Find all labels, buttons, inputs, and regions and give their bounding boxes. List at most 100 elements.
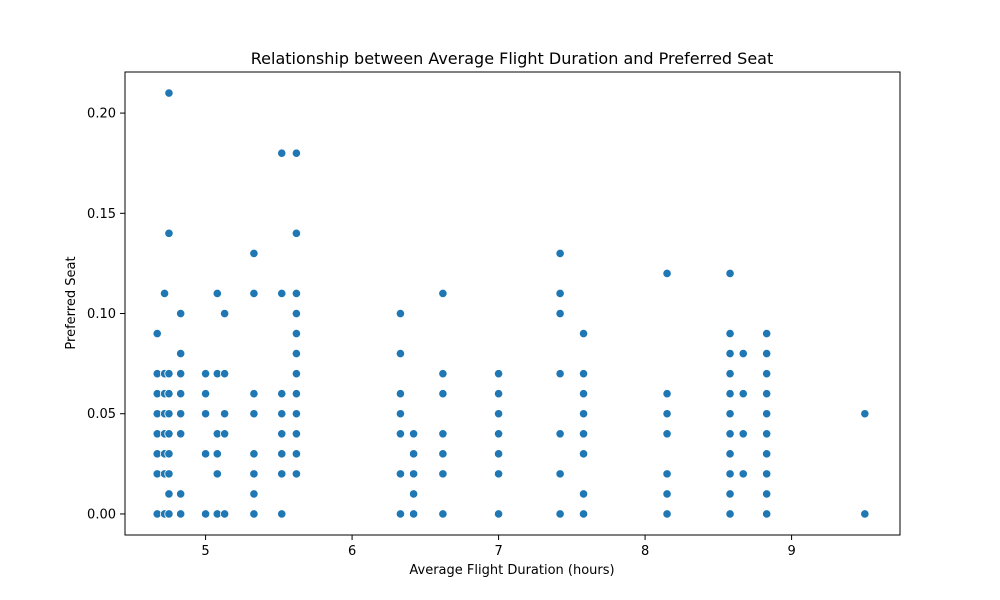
data-point	[860, 409, 870, 419]
data-point	[277, 509, 287, 519]
x-tick-label: 6	[348, 544, 356, 559]
data-point	[662, 489, 672, 499]
data-point	[555, 369, 565, 379]
data-point	[395, 509, 406, 519]
data-point	[438, 389, 448, 399]
data-point	[438, 449, 448, 459]
data-point	[725, 328, 735, 339]
data-point	[249, 248, 259, 258]
data-point	[277, 469, 287, 479]
plot-area-frame	[124, 71, 901, 536]
data-point	[578, 369, 589, 379]
data-point	[725, 509, 735, 519]
data-point	[291, 449, 302, 459]
data-point	[662, 268, 672, 279]
data-point	[249, 489, 259, 499]
data-point	[164, 489, 174, 499]
data-point	[578, 489, 589, 499]
data-point	[291, 349, 302, 359]
data-point	[176, 489, 186, 499]
data-point	[493, 369, 504, 379]
data-point	[738, 429, 748, 439]
data-point	[493, 389, 504, 399]
data-point	[291, 288, 302, 299]
data-point	[249, 469, 259, 479]
data-point	[762, 489, 772, 499]
data-point	[249, 509, 259, 519]
data-point	[291, 429, 302, 439]
data-point	[409, 489, 419, 499]
data-point	[277, 409, 287, 419]
data-point	[762, 469, 772, 479]
data-point	[438, 288, 448, 299]
data-point	[164, 369, 174, 379]
data-point	[493, 449, 504, 459]
data-point	[164, 389, 174, 399]
data-point	[762, 449, 772, 459]
data-point	[200, 449, 211, 459]
data-point	[291, 308, 302, 319]
data-point	[164, 509, 174, 519]
data-point	[291, 228, 302, 238]
data-point	[762, 349, 772, 359]
y-tick-label: 0.00	[87, 507, 116, 522]
data-point	[725, 389, 735, 399]
x-tick-label: 9	[787, 544, 795, 559]
data-point	[409, 509, 419, 519]
data-point	[164, 449, 174, 459]
data-point	[438, 469, 448, 479]
data-point	[176, 429, 186, 439]
data-point	[291, 369, 302, 379]
x-tick-label: 5	[201, 544, 209, 559]
data-point	[395, 429, 406, 439]
data-point	[762, 409, 772, 419]
data-point	[438, 369, 448, 379]
data-point	[409, 429, 419, 439]
data-point	[200, 409, 211, 419]
data-point	[738, 349, 748, 359]
data-point	[291, 469, 302, 479]
data-point	[725, 489, 735, 499]
data-point	[555, 429, 565, 439]
data-point	[409, 449, 419, 459]
data-point	[555, 248, 565, 258]
data-point	[176, 369, 186, 379]
data-point	[555, 308, 565, 319]
data-point	[725, 429, 735, 439]
data-point	[395, 349, 406, 359]
y-tick-label: 0.20	[87, 107, 116, 122]
data-point	[212, 449, 222, 459]
data-point	[738, 389, 748, 399]
data-point	[725, 449, 735, 459]
x-tick-label: 8	[641, 544, 649, 559]
data-point	[762, 509, 772, 519]
data-point	[578, 389, 589, 399]
data-point	[200, 509, 211, 519]
data-point	[249, 409, 259, 419]
data-point	[762, 369, 772, 379]
data-point	[220, 429, 230, 439]
y-tick-label: 0.05	[87, 407, 116, 422]
data-point	[220, 308, 230, 319]
data-point	[395, 469, 406, 479]
data-point	[164, 88, 174, 98]
data-point	[555, 469, 565, 479]
data-point	[277, 449, 287, 459]
data-point	[438, 429, 448, 439]
data-point	[762, 429, 772, 439]
y-axis: 0.00 0.05 0.10 0.15 0.20	[87, 107, 125, 522]
y-tick-label: 0.15	[87, 207, 116, 222]
data-point	[176, 509, 186, 519]
data-point	[200, 369, 211, 379]
data-point	[291, 328, 302, 339]
data-point	[725, 409, 735, 419]
data-point	[220, 509, 230, 519]
data-point	[212, 469, 222, 479]
data-point	[291, 409, 302, 419]
data-point	[725, 369, 735, 379]
data-point	[762, 389, 772, 399]
data-point	[662, 469, 672, 479]
points-layer	[152, 88, 870, 519]
y-axis-label: Preferred Seat	[64, 256, 79, 349]
data-point	[438, 509, 448, 519]
